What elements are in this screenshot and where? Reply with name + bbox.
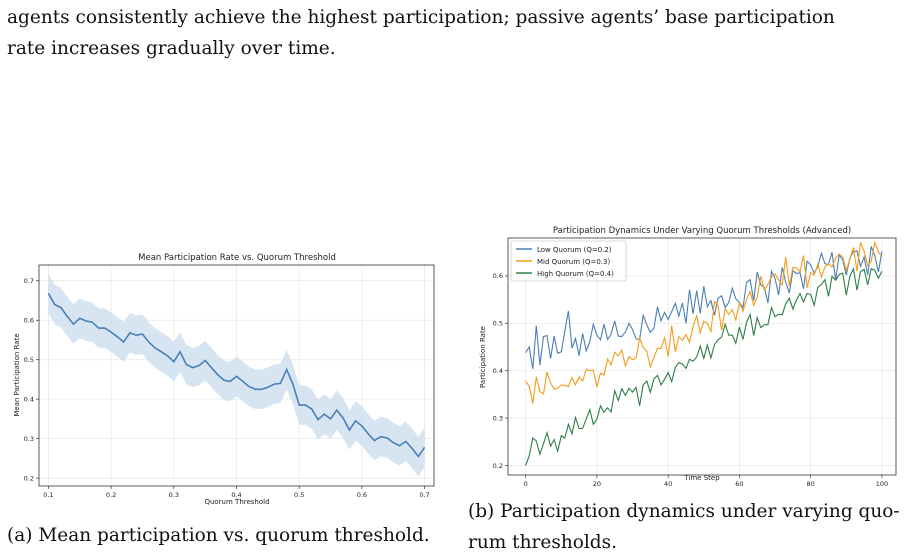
chart-a-ytick-label: 0.6 — [24, 317, 34, 325]
chart-a-confidence-band — [48, 273, 425, 477]
chart-b-ticks: 0 20 40 60 80 100 0.2 0.3 0.4 0.5 0.6 — [493, 272, 888, 487]
chart-a-xtick-label: 0.7 — [419, 491, 429, 499]
chart-a-xlabel: Quorum Threshold — [204, 498, 269, 506]
chart-a-xtick-label: 0.3 — [169, 491, 179, 499]
chart-b-xtick-label: 20 — [593, 480, 601, 487]
chart-b-xtick-label: 100 — [876, 480, 888, 487]
chart-b-ylabel: Participation Rate — [479, 326, 487, 388]
chart-a-xtick-label: 0.5 — [294, 491, 304, 499]
chart-b-ytick-label: 0.3 — [493, 414, 503, 422]
figure-a-caption: (a) Mean participation vs. quorum thresh… — [7, 525, 430, 546]
chart-a-xtick-label: 0.6 — [357, 491, 367, 499]
chart-b-ytick-label: 0.2 — [493, 462, 503, 470]
figure-b-caption-line-2: rum thresholds. — [468, 532, 618, 553]
figure-b-caption-line-1: (b) Participation dynamics under varying… — [468, 501, 900, 522]
chart-b-gridlines — [508, 238, 896, 475]
chart-b-ytick-label: 0.6 — [493, 272, 503, 280]
chart-b-series-lines — [525, 240, 883, 466]
chart-b-ytick-label: 0.4 — [493, 367, 503, 375]
chart-a-xtick-label: 0.1 — [43, 491, 53, 499]
chart-a-ylabel: Mean Participation Rate — [13, 333, 21, 416]
chart-a-plot-frame — [38, 264, 435, 487]
legend-box — [510, 240, 627, 282]
chart-a-xtick-label: 0.2 — [106, 491, 116, 499]
legend-label-mid: Mid Quorum (Q=0.3) — [537, 258, 610, 266]
chart-participation-dynamics: Participation Dynamics Under Varying Quo… — [479, 226, 897, 487]
body-line-1: agents consistently achieve the highest … — [7, 7, 835, 28]
chart-b-xtick-label: 80 — [807, 480, 815, 487]
legend-label-low: Low Quorum (Q=0.2) — [537, 246, 612, 254]
chart-a-series-line — [47, 293, 426, 458]
chart-a-ticks: 0.1 0.2 0.3 0.4 0.5 0.6 0.7 0.2 0.3 0.4 0.5 0.6 0.7 — [24, 277, 430, 499]
chart-b-xtick-label: 40 — [664, 480, 672, 487]
chart-b-legend: Low Quorum (Q=0.2) Mid Quorum (Q=0.3) Hi… — [510, 240, 627, 282]
chart-b-series-low — [525, 246, 883, 369]
chart-a-xtick-label: 0.4 — [231, 491, 241, 499]
body-paragraph: agents consistently achieve the highest … — [7, 2, 913, 64]
chart-b-xtick-label: 0 — [524, 480, 528, 487]
chart-mean-participation: Mean Participation Rate vs. Quorum Thres… — [13, 253, 435, 506]
chart-b-xtick-label: 60 — [735, 480, 743, 487]
chart-b-ytick-label: 0.5 — [493, 320, 503, 328]
chart-a-ytick-label: 0.4 — [24, 395, 34, 403]
legend-label-high: High Quorum (Q=0.4) — [537, 270, 614, 278]
chart-b-series-mid — [525, 240, 883, 404]
chart-b-xlabel: Time Step — [683, 474, 720, 482]
chart-a-ytick-label: 0.7 — [24, 277, 34, 285]
chart-b-plot-frame — [507, 237, 897, 476]
figure-b-caption: (b) Participation dynamics under varying… — [468, 496, 900, 558]
chart-a-title: Mean Participation Rate vs. Quorum Thres… — [138, 253, 336, 263]
chart-a-ytick-label: 0.5 — [24, 356, 34, 364]
chart-b-title: Participation Dynamics Under Varying Quo… — [553, 226, 851, 236]
chart-a-ytick-label: 0.3 — [24, 435, 34, 443]
body-line-2: rate increases gradually over time. — [7, 38, 336, 59]
chart-a-ytick-label: 0.2 — [24, 474, 34, 482]
chart-b-series-high — [525, 266, 883, 466]
